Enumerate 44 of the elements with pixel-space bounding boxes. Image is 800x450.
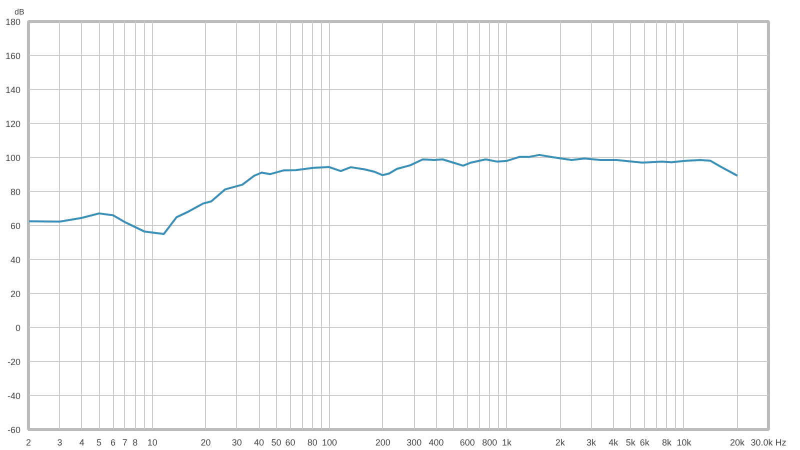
x-tick-label: 6k xyxy=(640,438,650,448)
x-tick-label: 2k xyxy=(555,438,566,448)
x-tick-label: 40 xyxy=(254,438,264,448)
y-tick-label: 140 xyxy=(5,85,21,95)
x-tick-label: 4 xyxy=(79,438,84,448)
x-tick-label: 2 xyxy=(26,438,32,448)
y-tick-label: 60 xyxy=(10,221,21,231)
x-tick-label: 1k xyxy=(502,438,512,448)
y-tick-label: 40 xyxy=(10,255,21,265)
y-tick-label: 100 xyxy=(5,153,21,163)
x-tick-label: 5 xyxy=(96,438,102,448)
x-tick-label: 6 xyxy=(110,438,116,448)
y-tick-label: 160 xyxy=(5,51,21,61)
x-tick-label: 4k xyxy=(608,438,619,448)
x-tick-label: 400 xyxy=(428,438,444,448)
x-tick-label: 300 xyxy=(406,438,422,448)
x-tick-label: 800 xyxy=(482,438,498,448)
x-tick-label: 200 xyxy=(375,438,390,448)
y-tick-label: 20 xyxy=(10,289,21,299)
y-axis-title: dB xyxy=(14,8,24,16)
x-tick-label: 20k xyxy=(730,438,746,448)
x-tick-label: 3k xyxy=(586,438,597,448)
x-tick-label: 7 xyxy=(122,438,128,448)
y-tick-label: -40 xyxy=(7,391,21,401)
x-tick-label: 50 xyxy=(271,438,282,448)
y-tick-label: -20 xyxy=(7,357,21,367)
y-tick-label: -60 xyxy=(7,425,21,435)
x-tick-label: 8k xyxy=(662,438,672,448)
x-tick-label: 600 xyxy=(460,438,475,448)
x-tick-label: 60 xyxy=(285,438,296,448)
x-tick-label: 100 xyxy=(322,438,338,448)
y-tick-label: 0 xyxy=(15,323,21,333)
y-tick-label: 80 xyxy=(10,187,21,197)
x-tick-label: 5k xyxy=(626,438,636,448)
x-tick-label: 30 xyxy=(232,438,242,448)
x-tick-label: 80 xyxy=(307,438,318,448)
y-tick-label: 120 xyxy=(5,119,21,129)
x-tick-label: 3 xyxy=(57,438,62,448)
x-tick-label: 10 xyxy=(147,438,158,448)
x-tick-label: 30.0k Hz xyxy=(750,438,787,448)
y-tick-label: 180 xyxy=(5,17,21,27)
x-tick-label: 10k xyxy=(676,438,692,448)
x-tick-label: 8 xyxy=(132,438,138,448)
x-tick-label: 20 xyxy=(200,438,211,448)
